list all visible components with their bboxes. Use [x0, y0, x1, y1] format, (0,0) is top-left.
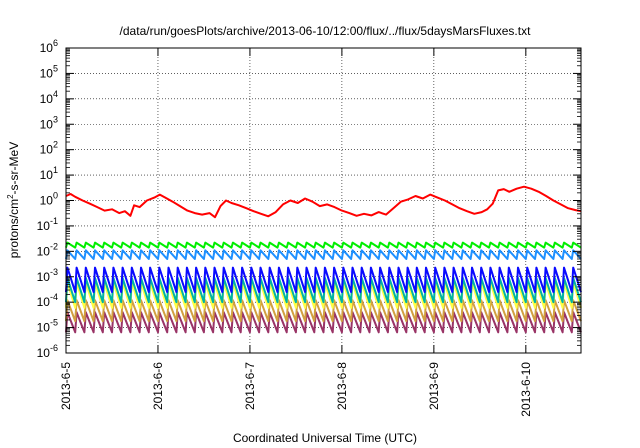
y-tick-label-base: 10 [40, 66, 54, 80]
y-tick-label-exponent: -1 [50, 216, 58, 226]
grid-lines [66, 48, 581, 353]
y-tick-label: 106 [40, 38, 58, 55]
y-tick-labels: 10-610-510-410-310-210-11001011021031041… [37, 38, 58, 360]
y-tick-label-base: 10 [40, 92, 54, 106]
x-tick-label: 2013-6-7 [243, 362, 257, 410]
x-tick-label: 2013-6-6 [151, 362, 165, 410]
y-tick-label-exponent: -4 [50, 292, 58, 302]
y-tick-label-base: 10 [37, 219, 51, 233]
x-axis-label: Coordinated Universal Time (UTC) [233, 431, 417, 445]
series-layer [65, 185, 582, 334]
y-tick-label-base: 10 [40, 194, 54, 208]
y-tick-label-exponent: 1 [53, 165, 58, 175]
y-tick-label-exponent: 2 [53, 140, 58, 150]
y-tick-label-base: 10 [40, 168, 54, 182]
y-tick-label: 10-2 [37, 241, 58, 258]
x-tick-label: 2013-6-5 [59, 362, 73, 410]
x-tick-label: 2013-6-8 [335, 362, 349, 410]
y-tick-label-base: 10 [37, 346, 51, 360]
axis-ticks [65, 47, 581, 354]
y-tick-label: 100 [40, 191, 58, 208]
y-tick-label-exponent: 0 [53, 191, 58, 201]
y-tick-label-base: 10 [40, 41, 54, 55]
y-tick-label: 103 [40, 114, 58, 131]
y-tick-label-exponent: 6 [53, 38, 58, 48]
y-tick-label: 105 [40, 63, 58, 80]
x-tick-label: 2013-6-9 [427, 362, 441, 410]
series-line-2 [65, 249, 582, 260]
y-tick-label-base: 10 [40, 117, 54, 131]
x-tick-labels: 2013-6-5 2013-6-6 2013-6-7 2013-6-8 2013-6-9… [59, 362, 533, 417]
y-tick-label-exponent: -2 [50, 241, 58, 251]
chart-title: /data/run/goesPlots/archive/2013-06-10/1… [120, 24, 532, 38]
y-tick-label-base: 10 [37, 270, 51, 284]
y-tick-label-exponent: 3 [53, 114, 58, 124]
y-tick-label: 101 [40, 165, 58, 182]
y-tick-label: 10-5 [37, 318, 58, 335]
y-tick-label: 102 [40, 140, 58, 157]
y-tick-label-base: 10 [37, 321, 51, 335]
y-tick-label: 10-1 [37, 216, 58, 233]
y-tick-label: 10-3 [37, 267, 58, 284]
y-tick-label: 10-6 [37, 343, 58, 360]
y-tick-label-exponent: -6 [50, 343, 58, 353]
y-tick-label-exponent: -5 [50, 318, 58, 328]
y-axis-label: protons/cm2-s-sr-MeV [6, 142, 21, 258]
y-tick-label-base: 10 [37, 244, 51, 258]
x-tick-label: 2013-6-10 [519, 362, 533, 417]
y-tick-label-exponent: 4 [53, 89, 58, 99]
y-tick-label-base: 10 [40, 143, 54, 157]
series-line-1 [65, 241, 582, 249]
series-line-0 [65, 185, 582, 219]
y-tick-label-exponent: 5 [53, 63, 58, 73]
y-tick-label: 10-4 [37, 292, 58, 309]
series-line-3 [65, 266, 582, 294]
y-tick-label: 104 [40, 89, 58, 106]
y-tick-label-base: 10 [37, 295, 51, 309]
y-tick-label-exponent: -3 [50, 267, 58, 277]
